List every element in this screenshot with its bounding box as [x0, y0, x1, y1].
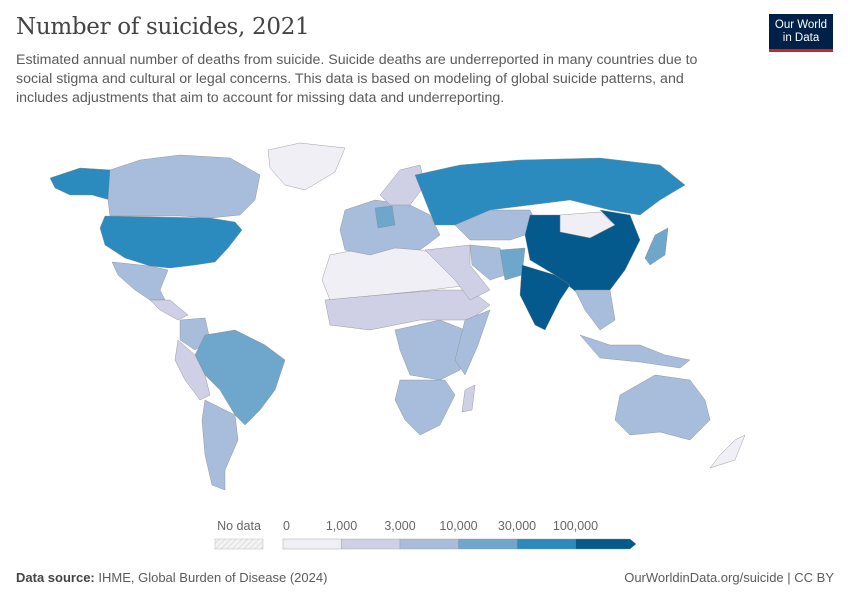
region-south-africa[interactable] [394, 379, 456, 436]
region-central-america[interactable] [149, 299, 189, 321]
region-mexico[interactable] [111, 261, 169, 301]
source-label: Data source: [16, 570, 95, 585]
region-andes[interactable] [174, 339, 211, 401]
region-greenland[interactable] [267, 142, 346, 191]
page-title: Number of suicides, 2021 [16, 14, 310, 40]
legend-tick-label: 0 [283, 519, 290, 533]
region-australia[interactable] [614, 374, 711, 441]
subtitle: Estimated annual number of deaths from s… [16, 52, 698, 106]
legend-tick-label: 1,000 [326, 519, 357, 533]
logo-line2: in Data [782, 32, 820, 44]
legend-tick-label: 3,000 [384, 519, 415, 533]
region-alaska[interactable] [49, 167, 113, 201]
source-text: IHME, Global Burden of Disease (2024) [98, 570, 328, 585]
region-southeast-asia[interactable] [574, 289, 616, 331]
legend-bin[interactable] [516, 538, 576, 550]
region-iran[interactable] [469, 244, 506, 281]
legend-no-data-label: No data [217, 519, 261, 533]
legend-bin[interactable] [399, 538, 459, 550]
legend-tick-label: 10,000 [439, 519, 477, 533]
region-new-zealand[interactable] [709, 434, 746, 469]
legend-bin[interactable] [458, 538, 518, 550]
region-indonesia[interactable] [579, 334, 691, 369]
region-argentina[interactable] [201, 399, 239, 491]
data-source: Data source: IHME, Global Burden of Dise… [16, 570, 327, 585]
region-middle-east[interactable] [424, 244, 491, 301]
legend-bin[interactable] [341, 538, 401, 550]
region-canada[interactable] [107, 154, 261, 219]
legend-bin[interactable] [282, 538, 342, 550]
region-germany[interactable] [374, 205, 396, 229]
owid-logo[interactable]: Our World in Data [769, 14, 833, 52]
legend-tick-label: 30,000 [498, 519, 536, 533]
region-india[interactable] [519, 264, 571, 331]
region-sahel[interactable] [324, 289, 491, 331]
region-japan[interactable] [644, 227, 669, 266]
region-madagascar[interactable] [461, 384, 476, 413]
legend-bin[interactable] [575, 538, 637, 550]
legend-no-data-swatch [214, 538, 264, 550]
region-china[interactable] [524, 209, 641, 296]
world-map[interactable] [0, 130, 850, 510]
source-link[interactable]: OurWorldinData.org/suicide | CC BY [624, 570, 834, 585]
logo-line1: Our World [774, 19, 828, 31]
region-russia[interactable] [414, 157, 686, 226]
region-usa[interactable] [99, 215, 243, 269]
legend: No data 0 1,000 3,000 10,000 30,000 100,000 [214, 519, 637, 550]
legend-tick-label: 100,000 [553, 519, 598, 533]
region-scandinavia[interactable] [379, 164, 426, 206]
region-east-africa[interactable] [454, 309, 491, 376]
region-central-africa[interactable] [394, 319, 466, 381]
